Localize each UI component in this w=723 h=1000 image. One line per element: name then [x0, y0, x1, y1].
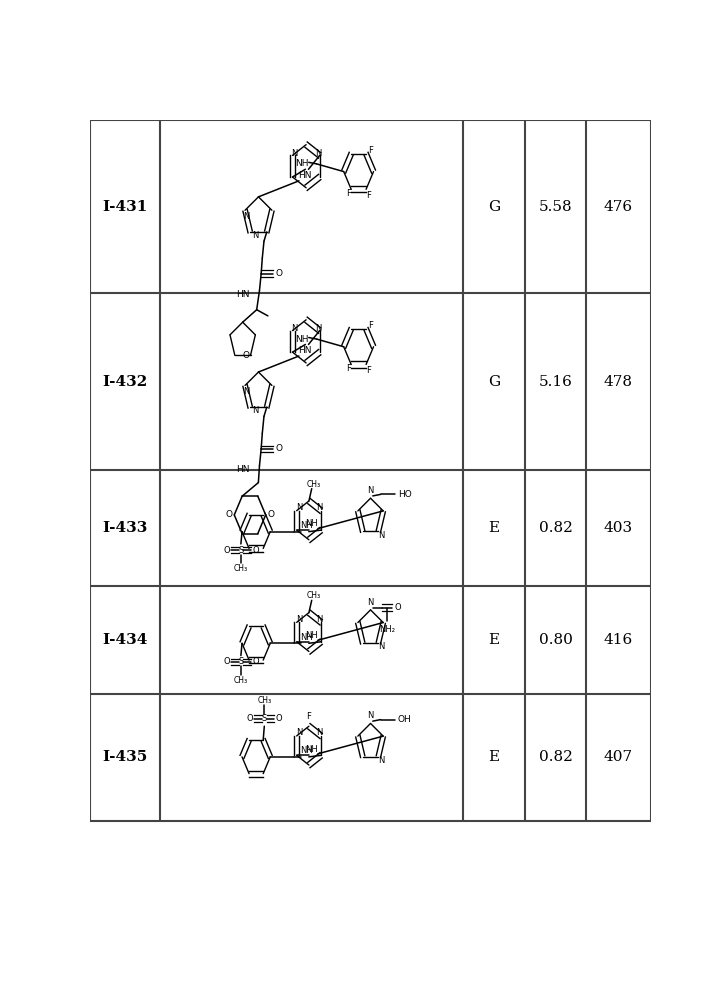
Text: F: F: [368, 321, 373, 330]
Text: O: O: [252, 657, 259, 666]
Text: E: E: [488, 633, 500, 647]
Text: OH: OH: [398, 715, 411, 724]
Text: N: N: [252, 231, 258, 240]
Text: 5.16: 5.16: [539, 375, 573, 389]
Text: NH: NH: [300, 746, 313, 755]
Text: NH: NH: [295, 335, 309, 344]
Text: N: N: [244, 387, 250, 396]
Text: N: N: [315, 149, 321, 158]
Text: O: O: [225, 510, 232, 519]
Text: O: O: [247, 714, 253, 723]
Text: 478: 478: [604, 375, 633, 389]
Text: S: S: [262, 714, 267, 723]
Text: N: N: [316, 728, 322, 737]
Text: O: O: [268, 510, 275, 519]
Text: 0.80: 0.80: [539, 633, 573, 647]
Text: N: N: [315, 324, 321, 333]
Text: F: F: [368, 146, 373, 155]
Text: HO: HO: [398, 490, 411, 499]
Text: I-431: I-431: [103, 200, 148, 214]
Text: N: N: [378, 531, 385, 540]
Text: I-435: I-435: [103, 750, 148, 764]
Text: S: S: [239, 546, 244, 555]
Text: O: O: [223, 657, 230, 666]
Text: 476: 476: [604, 200, 633, 214]
Text: 5.58: 5.58: [539, 200, 573, 214]
Text: O: O: [275, 444, 283, 453]
Text: HN: HN: [298, 346, 312, 355]
Text: HN: HN: [236, 290, 249, 299]
Text: NH: NH: [305, 519, 317, 528]
Text: E: E: [488, 521, 500, 535]
Text: N: N: [291, 149, 297, 158]
Text: O: O: [223, 546, 230, 555]
Text: 0.82: 0.82: [539, 750, 573, 764]
Text: I-432: I-432: [103, 375, 148, 389]
Text: NH: NH: [300, 633, 313, 642]
Text: N: N: [367, 486, 374, 495]
Text: N: N: [252, 406, 258, 415]
Text: F: F: [307, 712, 312, 721]
Text: HN: HN: [236, 465, 249, 474]
Text: N: N: [316, 503, 322, 512]
Text: 416: 416: [604, 633, 633, 647]
Text: NH: NH: [295, 159, 309, 168]
Text: O: O: [275, 714, 282, 723]
Text: I-433: I-433: [103, 521, 148, 535]
Text: S: S: [239, 657, 244, 666]
Text: CH₃: CH₃: [307, 591, 320, 600]
Text: N: N: [244, 212, 250, 221]
Text: N: N: [316, 615, 322, 624]
Text: F: F: [346, 364, 351, 373]
Text: N: N: [296, 503, 302, 512]
Text: CH₃: CH₃: [307, 480, 320, 489]
Text: E: E: [488, 750, 500, 764]
Text: NH₂: NH₂: [379, 625, 395, 634]
Text: G: G: [488, 200, 500, 214]
Text: N: N: [367, 598, 374, 607]
Text: O: O: [394, 603, 401, 612]
Text: CH₃: CH₃: [234, 564, 248, 573]
Text: HN: HN: [298, 171, 312, 180]
Text: O: O: [275, 269, 283, 278]
Text: NH: NH: [300, 521, 313, 530]
Text: G: G: [488, 375, 500, 389]
Text: I-434: I-434: [103, 633, 148, 647]
Text: N: N: [367, 711, 374, 720]
Text: CH₃: CH₃: [257, 696, 271, 705]
Text: N: N: [378, 756, 385, 765]
Text: CH₃: CH₃: [234, 676, 248, 685]
Text: NH: NH: [305, 631, 317, 640]
Text: F: F: [367, 191, 372, 200]
Text: F: F: [367, 366, 372, 375]
Text: 403: 403: [604, 521, 633, 535]
Text: N: N: [378, 642, 385, 651]
Text: 407: 407: [604, 750, 633, 764]
Text: F: F: [346, 189, 351, 198]
Text: NH: NH: [305, 745, 317, 754]
Text: N: N: [291, 324, 297, 333]
Text: N: N: [296, 615, 302, 624]
Text: O: O: [242, 351, 249, 360]
Text: O: O: [252, 546, 259, 555]
Text: N: N: [296, 728, 302, 737]
Text: 0.82: 0.82: [539, 521, 573, 535]
